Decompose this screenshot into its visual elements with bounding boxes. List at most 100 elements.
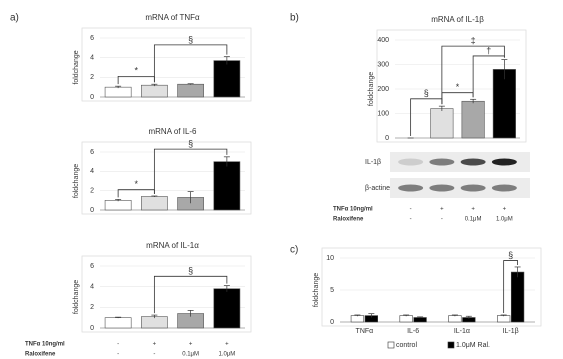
y-axis-label: foldchange — [73, 164, 80, 198]
y-tick-label: 100 — [377, 110, 389, 117]
chart-title: mRNA of IL-1β — [431, 15, 484, 24]
y-tick-label: 0 — [90, 94, 94, 101]
blot-band — [398, 159, 423, 166]
y-tick-label: 5 — [330, 287, 334, 294]
blot-band — [461, 159, 486, 166]
treatment-value: + — [471, 207, 475, 213]
bar — [400, 316, 413, 322]
y-tick-label: 6 — [90, 149, 94, 156]
y-tick-label: 6 — [90, 263, 94, 270]
bar — [141, 317, 167, 328]
blot-band — [398, 185, 423, 192]
treatment-value: - — [153, 352, 155, 358]
blot-band — [461, 185, 486, 192]
treatment-label: Raloxifene — [333, 217, 364, 223]
bar — [105, 200, 131, 210]
y-axis-label: foldchange — [73, 280, 80, 314]
y-tick-label: 0 — [90, 325, 94, 332]
blot-label: IL-1β — [365, 159, 381, 166]
bar — [493, 69, 516, 138]
blot-label: β-actine — [365, 185, 390, 192]
bar — [141, 196, 167, 210]
legend-label: 1.0μM Ral. — [456, 342, 490, 349]
treatment-value: 1.0μM — [218, 352, 235, 358]
significance-mark: * — [456, 82, 460, 92]
treatment-value: 1.0μM — [496, 217, 513, 223]
blot-band — [492, 185, 517, 192]
y-tick-label: 10 — [326, 255, 334, 262]
treatment-value: - — [117, 352, 119, 358]
treatment-value: + — [225, 342, 229, 348]
treatment-value: + — [440, 207, 444, 213]
bar — [178, 84, 204, 97]
significance-mark: * — [134, 179, 138, 189]
bar — [214, 289, 240, 328]
panel-label: a) — [10, 13, 19, 24]
y-tick-label: 4 — [90, 284, 94, 291]
bar — [105, 318, 131, 328]
figure: a) mRNA of TNFα foldchange 0 2 4 6 * § mRNA of IL… — [0, 0, 563, 359]
treatment-value: + — [189, 342, 193, 348]
bar — [497, 316, 510, 322]
treatment-label: TNFα 10ng/ml — [25, 342, 65, 348]
panel-label: c) — [290, 245, 298, 256]
y-tick-label: 2 — [90, 304, 94, 311]
y-tick-label: 200 — [377, 86, 389, 93]
significance-mark: § — [188, 34, 193, 44]
bar — [214, 162, 240, 210]
y-axis-label: foldchange — [368, 72, 375, 106]
y-tick-label: 4 — [90, 55, 94, 62]
bar — [141, 85, 167, 97]
y-axis-label: foldchange — [313, 273, 320, 307]
y-tick-label: 400 — [377, 37, 389, 44]
chart-title: mRNA of IL-1α — [146, 241, 199, 250]
bar — [431, 109, 454, 138]
y-tick-label: 2 — [90, 74, 94, 81]
bar — [214, 61, 240, 97]
x-tick-label: TNFα — [356, 328, 374, 335]
significance-mark: * — [134, 66, 138, 76]
bar — [351, 316, 364, 322]
treatment-value: - — [117, 342, 119, 348]
bar — [105, 87, 131, 97]
significance-mark: ‡ — [471, 36, 476, 46]
significance-mark: § — [188, 138, 193, 148]
y-tick-label: 0 — [90, 207, 94, 214]
legend-swatch — [388, 342, 394, 348]
blot-band — [492, 159, 517, 166]
chart-title: mRNA of IL-6 — [148, 127, 197, 136]
x-tick-label: IL-6 — [407, 328, 419, 335]
blot-band — [429, 159, 454, 166]
y-tick-label: 6 — [90, 35, 94, 42]
treatment-value: + — [503, 207, 507, 213]
treatment-label: Raloxifene — [25, 352, 56, 358]
significance-mark: § — [188, 266, 193, 276]
bar — [511, 272, 524, 322]
y-tick-label: 4 — [90, 168, 94, 175]
x-tick-label: IL-1α — [454, 328, 470, 335]
treatment-value: 0.1μM — [465, 217, 482, 223]
significance-mark: § — [424, 88, 429, 98]
y-tick-label: 0 — [385, 135, 389, 142]
y-axis-label: foldchange — [73, 50, 80, 84]
treatment-value: + — [153, 342, 157, 348]
x-tick-label: IL-1β — [503, 328, 519, 335]
y-tick-label: 2 — [90, 188, 94, 195]
blot-band — [429, 185, 454, 192]
bar — [449, 316, 462, 322]
chart-title: mRNA of TNFα — [145, 13, 200, 22]
significance-mark: § — [508, 250, 513, 260]
treatment-value: - — [410, 217, 412, 223]
treatment-value: - — [441, 217, 443, 223]
bar — [414, 318, 427, 322]
bar — [462, 101, 485, 138]
legend-swatch — [448, 342, 454, 348]
legend-label: control — [396, 342, 417, 349]
y-tick-label: 0 — [330, 319, 334, 326]
treatment-value: 0.1μM — [182, 352, 199, 358]
y-tick-label: 300 — [377, 61, 389, 68]
significance-mark: † — [486, 45, 491, 55]
treatment-value: - — [410, 207, 412, 213]
panel-label: b) — [290, 13, 299, 24]
treatment-label: TNFα 10ng/ml — [333, 207, 373, 213]
